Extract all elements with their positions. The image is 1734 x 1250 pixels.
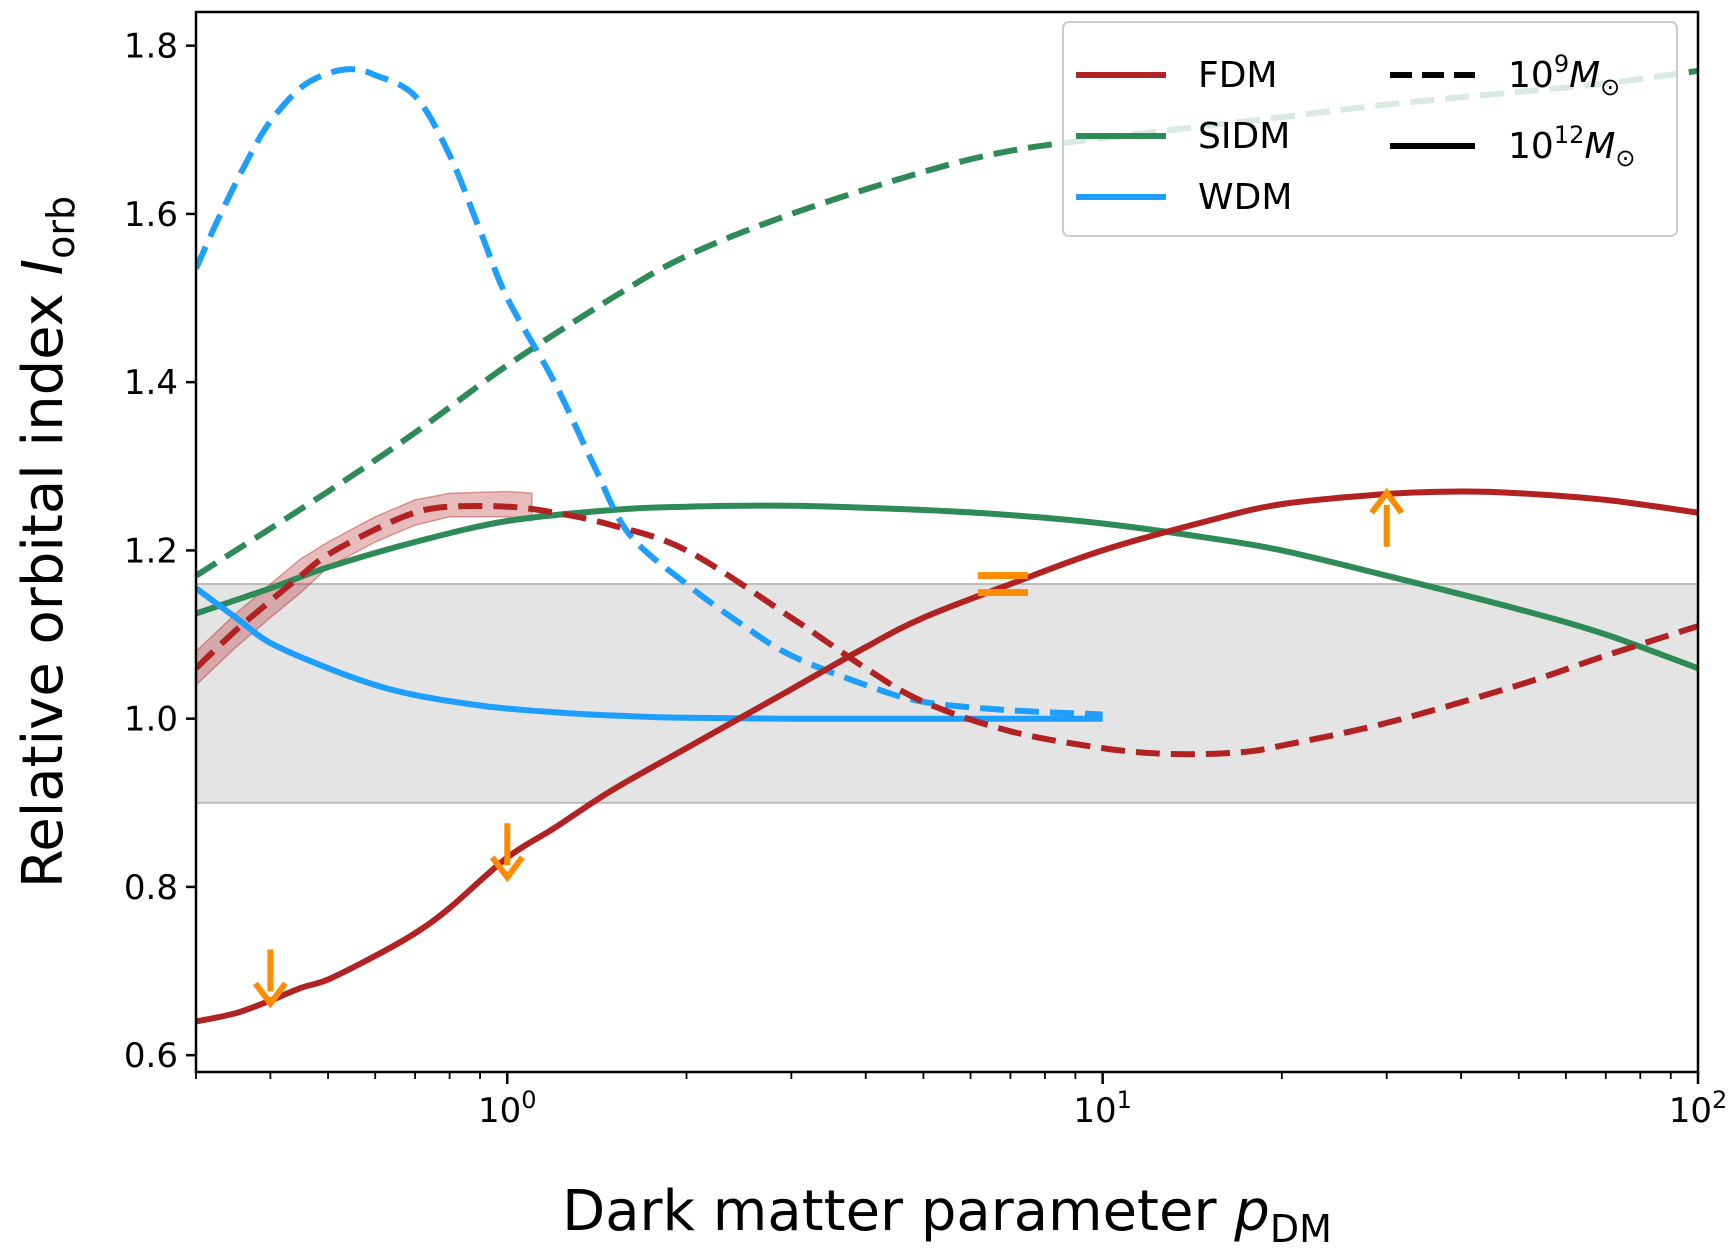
plot-frame: [194, 10, 1700, 1074]
legend-wdm-label: WDM: [1198, 177, 1292, 218]
series-wdm-1e12-solid-line: [196, 585, 1103, 722]
reference-band: [196, 583, 1698, 804]
legend-mass-1e12-label: 1012M⊙: [1508, 121, 1636, 172]
y-tick-label: 0.8: [124, 868, 178, 908]
y-tick-label: 1.8: [124, 27, 178, 67]
limit-marker-lower-3: [1369, 487, 1405, 547]
x-tick-label: 101: [1073, 1086, 1132, 1131]
series-sidm-1e9-dashed-line: [196, 67, 1698, 579]
y-tick-label: 1.4: [124, 363, 178, 403]
limit-marker-upper-0: [252, 949, 288, 1009]
x-axis: 100 101 102: [195, 1072, 1728, 1131]
y-axis-label: Relative orbital index Iorb: [11, 196, 83, 888]
series-sidm-1e12-solid-line: [196, 502, 1698, 672]
y-tick-label: 1.2: [124, 531, 178, 571]
x-tick-label: 100: [478, 1086, 537, 1131]
x-tick-label: 102: [1669, 1086, 1728, 1131]
series-fdm-1e12-solid-line: [196, 488, 1698, 1025]
limit-marker-equal-2: [977, 572, 1028, 597]
plot-area: [196, 66, 1698, 1025]
y-tick-label: 0.6: [124, 1036, 178, 1076]
series-fdm-1e9-dashed-line: [196, 502, 1698, 758]
legend: FDM SIDM WDM 109M⊙ 1012M⊙: [1062, 21, 1678, 237]
legend-fdm-label: FDM: [1198, 55, 1278, 96]
y-axis: 0.6 0.8 1.0 1.2 1.4 1.6 1.8: [124, 27, 196, 1076]
plot-clipped: [196, 66, 1698, 1025]
legend-sidm-label: SIDM: [1198, 116, 1290, 157]
x-axis-label: Dark matter parameter pDM: [562, 1179, 1332, 1250]
fdm-1e9-uncertainty-band: [196, 490, 533, 687]
legend-frame: [1062, 21, 1678, 237]
legend-mass-1e9-label: 109M⊙: [1508, 50, 1620, 101]
y-tick-label: 1.0: [124, 700, 178, 740]
y-tick-label: 1.6: [124, 195, 178, 235]
limit-marker-upper-1: [489, 823, 525, 883]
